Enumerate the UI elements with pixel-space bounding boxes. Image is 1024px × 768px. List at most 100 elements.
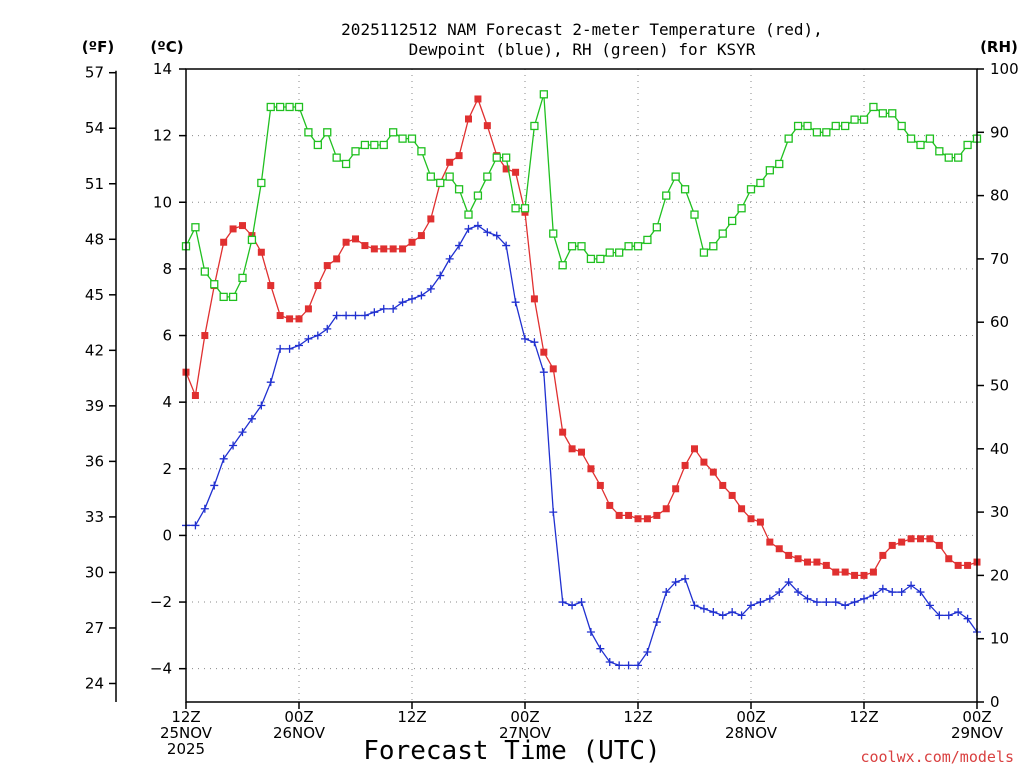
temperature-point [408, 238, 416, 246]
temperature-point [728, 491, 736, 499]
dewpoint-point [831, 598, 840, 607]
x-tick-label: 12Z [623, 708, 652, 726]
rh-point [925, 134, 935, 143]
celsius-tick-label: 8 [162, 260, 172, 278]
temperature-point [709, 468, 717, 476]
rh-point [520, 204, 530, 213]
x-tick-label: 27NOV [499, 724, 552, 742]
dewpoint-point [728, 608, 737, 617]
temperature-point [446, 158, 454, 166]
dewpoint-point [408, 294, 416, 303]
dewpoint-point [709, 608, 718, 617]
axis-ticks: −4−2024681012142427303336394245485154570… [85, 60, 1019, 758]
temperature-point [474, 95, 482, 103]
rh-point [586, 254, 596, 264]
rh-point [822, 128, 831, 137]
series-line-rh [185, 94, 978, 298]
dewpoint-point [389, 304, 398, 313]
rh-point [257, 178, 266, 188]
celsius-tick-label: 2 [162, 460, 172, 478]
temperature-point [276, 312, 284, 320]
dewpoint-point [916, 588, 925, 597]
celsius-tick-label: −4 [150, 660, 172, 678]
rh-tick-label: 10 [990, 630, 1009, 648]
rh-point [624, 242, 633, 251]
fahrenheit-tick-label: 42 [85, 341, 104, 359]
dewpoint-point [351, 311, 360, 320]
temperature-point [672, 485, 680, 493]
dewpoint-point [784, 578, 793, 587]
fahrenheit-tick-label: 33 [85, 508, 104, 526]
temperature-point [738, 505, 746, 513]
dewpoint-point [266, 378, 275, 387]
dewpoint-point [615, 661, 624, 670]
fahrenheit-tick-label: 39 [85, 397, 104, 415]
fahrenheit-tick-label: 54 [85, 119, 104, 137]
rh-point [228, 292, 238, 302]
rh-point [596, 254, 605, 264]
temperature-point [295, 315, 303, 323]
rh-tick-label: 70 [990, 250, 1009, 268]
rh-point [746, 185, 756, 194]
dewpoint-point [521, 334, 529, 343]
temperature-point [917, 535, 924, 543]
temperature-point [559, 428, 567, 436]
temperature-point [512, 168, 520, 176]
rh-point [803, 121, 812, 131]
dewpoint-point [860, 594, 868, 603]
dewpoint-point [332, 311, 341, 320]
rh-point [304, 128, 313, 137]
celsius-tick-label: 10 [153, 193, 172, 211]
dewpoint-point [596, 644, 605, 653]
temperature-point [898, 538, 906, 546]
rh-point [577, 242, 586, 251]
dewpoint-point [191, 521, 200, 530]
rh-point [530, 121, 539, 131]
fahrenheit-tick-label: 45 [85, 286, 104, 304]
dewpoint-point [426, 284, 435, 293]
series-line-temperature [185, 97, 978, 577]
dewpoint-point [775, 588, 784, 597]
temperature-point [191, 391, 199, 399]
temperature-point [568, 445, 576, 453]
temperature-point [945, 555, 953, 563]
rh-tick-label: 40 [990, 440, 1009, 458]
rh-point [247, 235, 257, 245]
dewpoint-point [925, 601, 934, 610]
rh-point [775, 159, 784, 169]
series-temperature [182, 95, 981, 579]
rh-tick-label: 0 [990, 693, 1000, 711]
rh-point [756, 178, 765, 188]
dewpoint-point [718, 611, 727, 620]
temperature-point [483, 122, 491, 130]
temperature-point [465, 115, 472, 123]
temperature-point [455, 152, 463, 160]
rh-point [784, 134, 793, 143]
rh-point [662, 191, 671, 200]
x-tick-label: 00Z [510, 708, 539, 726]
plot-border [185, 68, 978, 703]
temperature-point [352, 235, 359, 243]
dewpoint-point [747, 601, 755, 610]
rh-point [464, 210, 473, 219]
dewpoint-point [492, 231, 501, 240]
dewpoint-point [379, 304, 388, 313]
temperature-point [380, 245, 388, 253]
rh-point [680, 185, 690, 194]
x-tick-label: 2025 [167, 740, 205, 758]
temperature-point [907, 535, 915, 543]
temperature-point [304, 305, 312, 313]
rh-point [210, 280, 219, 289]
dewpoint-point [634, 661, 642, 670]
x-tick-label: 26NOV [273, 724, 326, 742]
rh-point [944, 153, 953, 162]
dewpoint-point [794, 588, 803, 597]
temperature-point [201, 332, 209, 340]
dewpoint-point [558, 598, 567, 607]
temperature-point [879, 551, 887, 559]
dewpoint-point [878, 584, 887, 593]
series-rh [181, 90, 982, 302]
temperature-point [389, 245, 397, 253]
temperature-point [596, 481, 604, 489]
dewpoint-point [530, 338, 539, 347]
